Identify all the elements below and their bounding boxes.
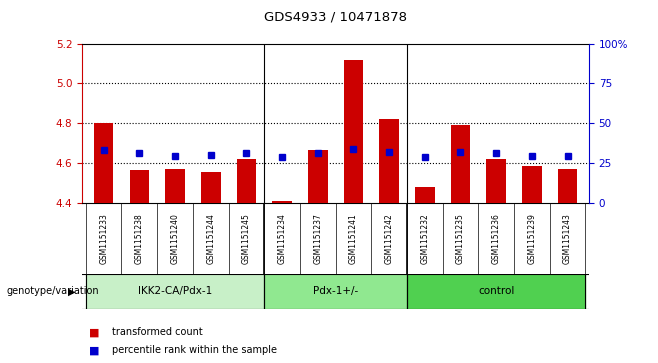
Bar bbox=[94, 123, 113, 203]
Text: GSM1151235: GSM1151235 bbox=[456, 213, 465, 264]
Text: ■: ■ bbox=[89, 327, 99, 337]
Text: GSM1151234: GSM1151234 bbox=[278, 213, 287, 264]
Text: percentile rank within the sample: percentile rank within the sample bbox=[112, 345, 277, 355]
Text: GDS4933 / 10471878: GDS4933 / 10471878 bbox=[264, 11, 407, 24]
Bar bbox=[522, 166, 542, 203]
Text: ▶: ▶ bbox=[68, 286, 76, 296]
Text: GSM1151244: GSM1151244 bbox=[206, 213, 215, 264]
Bar bbox=[407, 274, 586, 309]
Text: GSM1151245: GSM1151245 bbox=[242, 213, 251, 264]
Bar bbox=[237, 159, 256, 203]
Bar bbox=[451, 126, 470, 203]
Bar bbox=[130, 170, 149, 203]
Text: control: control bbox=[478, 286, 515, 296]
Text: transformed count: transformed count bbox=[112, 327, 203, 337]
Text: Pdx-1+/-: Pdx-1+/- bbox=[313, 286, 358, 296]
Text: GSM1151237: GSM1151237 bbox=[313, 213, 322, 264]
Bar bbox=[486, 159, 506, 203]
Text: genotype/variation: genotype/variation bbox=[7, 286, 99, 296]
Bar bbox=[265, 274, 407, 309]
Text: GSM1151240: GSM1151240 bbox=[170, 213, 180, 264]
Text: GSM1151241: GSM1151241 bbox=[349, 213, 358, 264]
Bar bbox=[272, 201, 292, 203]
Text: GSM1151233: GSM1151233 bbox=[99, 213, 108, 264]
Text: GSM1151239: GSM1151239 bbox=[527, 213, 536, 264]
Bar bbox=[558, 169, 577, 203]
Bar bbox=[308, 150, 328, 203]
Text: GSM1151242: GSM1151242 bbox=[384, 213, 393, 264]
Text: GSM1151232: GSM1151232 bbox=[420, 213, 429, 264]
Bar bbox=[415, 187, 434, 203]
Bar bbox=[343, 60, 363, 203]
Bar bbox=[165, 169, 185, 203]
Text: GSM1151238: GSM1151238 bbox=[135, 213, 144, 264]
Text: IKK2-CA/Pdx-1: IKK2-CA/Pdx-1 bbox=[138, 286, 212, 296]
Bar bbox=[86, 274, 265, 309]
Text: ■: ■ bbox=[89, 345, 99, 355]
Text: GSM1151243: GSM1151243 bbox=[563, 213, 572, 264]
Bar bbox=[379, 119, 399, 203]
Text: GSM1151236: GSM1151236 bbox=[492, 213, 501, 264]
Bar bbox=[201, 172, 220, 203]
